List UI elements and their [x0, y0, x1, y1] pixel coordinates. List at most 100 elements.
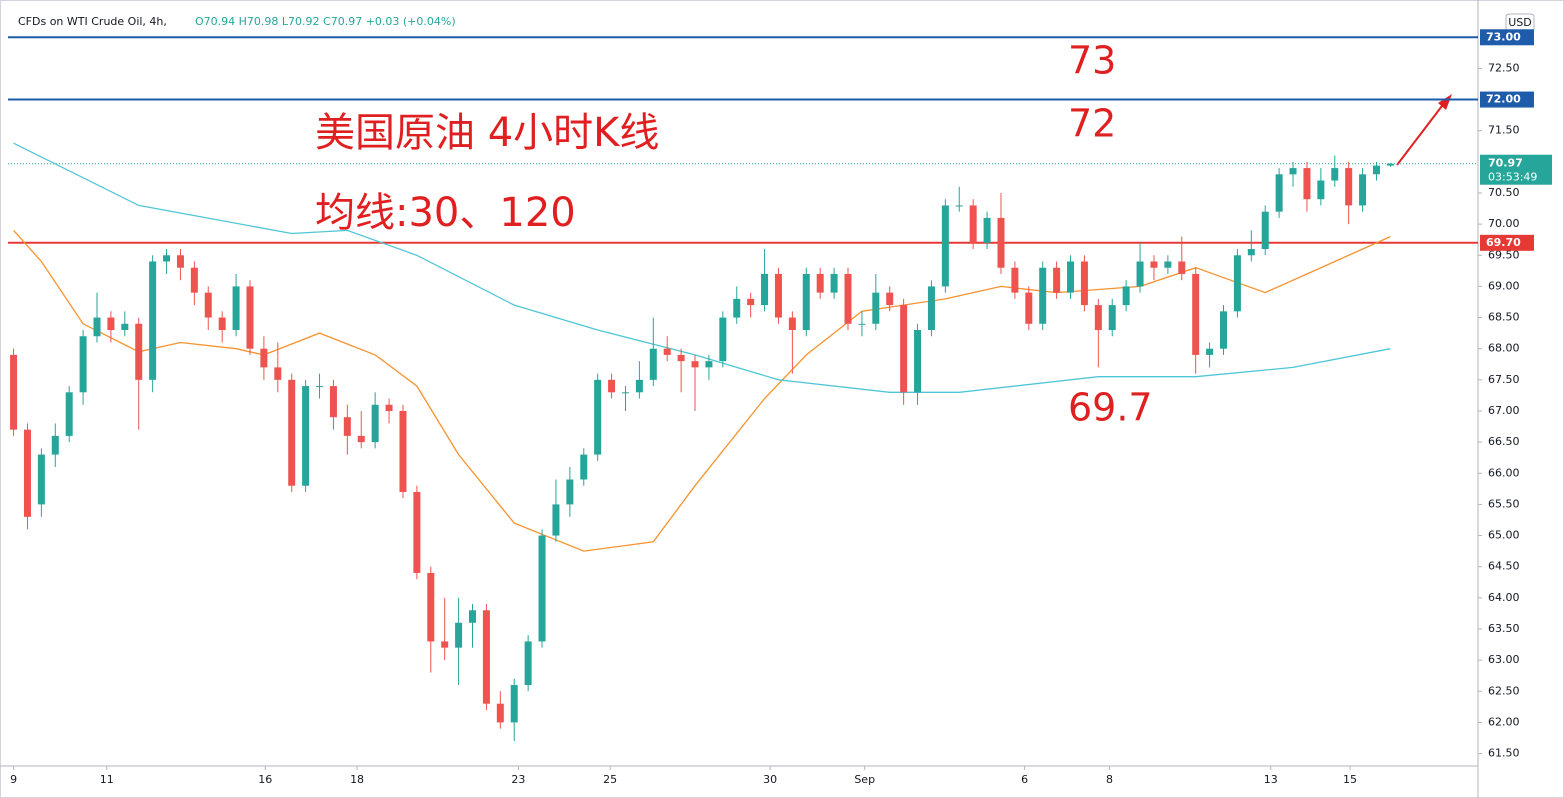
x-tick-label: 23: [511, 773, 525, 786]
y-tick-label: 64.00: [1488, 591, 1520, 604]
candle-body: [385, 404, 393, 411]
candle-body: [1108, 305, 1116, 331]
annotation: 73: [1068, 39, 1116, 83]
candle-body: [691, 361, 699, 368]
x-tick-label: 16: [258, 773, 272, 786]
y-tick-label: 65.50: [1488, 497, 1520, 510]
candle-body: [774, 273, 782, 318]
x-tick-label: 15: [1343, 773, 1357, 786]
candle-body: [190, 267, 198, 293]
moving-average: [13, 142, 1391, 393]
y-tick-label: 63.00: [1488, 653, 1520, 666]
candle-body: [1372, 165, 1380, 175]
candle-body: [23, 429, 31, 517]
y-tick-label: 67.50: [1488, 373, 1520, 386]
candle-body: [1094, 305, 1102, 331]
candle-body: [608, 379, 616, 393]
y-tick-label: 67.00: [1488, 404, 1520, 417]
y-tick-label: 65.00: [1488, 529, 1520, 542]
arrow-head: [1438, 94, 1452, 110]
candle-body: [802, 273, 810, 331]
y-tick-label: 69.50: [1488, 248, 1520, 261]
y-tick-label: 69.00: [1488, 279, 1520, 292]
candle-body: [469, 610, 477, 623]
candle-body: [997, 217, 1005, 268]
y-tick-label: 62.00: [1488, 715, 1520, 728]
level-badge: [1480, 91, 1534, 108]
x-tick-label: 9: [10, 773, 17, 786]
currency[interactable]: USD: [1508, 16, 1532, 29]
x-tick-label: 8: [1106, 773, 1113, 786]
candle-body: [1261, 211, 1269, 250]
candle-body: [733, 298, 741, 318]
candle-body: [941, 205, 949, 287]
candle-body: [594, 379, 602, 455]
level-label: 69.70: [1486, 236, 1521, 249]
candle-body: [149, 261, 157, 380]
candle-body: [635, 379, 643, 393]
candle-body: [1164, 261, 1172, 268]
y-tick-label: 68.00: [1488, 342, 1520, 355]
candle-body: [914, 330, 922, 393]
candle-body: [357, 435, 365, 443]
candle-body: [1039, 267, 1047, 324]
candle-body: [246, 286, 254, 349]
candle-body: [329, 386, 337, 418]
candle-body: [900, 305, 908, 393]
candle-body: [135, 323, 143, 380]
last-price-badge: [1480, 154, 1552, 185]
candle-body: [761, 273, 769, 306]
candle-body: [455, 622, 463, 648]
candle-body: [719, 317, 727, 362]
candle-body: [524, 641, 532, 686]
candle-body: [1359, 174, 1367, 206]
x-tick-label: 11: [100, 773, 114, 786]
candle-body: [1011, 267, 1019, 293]
x-tick-label: 6: [1021, 773, 1028, 786]
candle-body: [65, 392, 73, 436]
candle-body: [663, 348, 671, 355]
candle-body: [441, 641, 449, 648]
arrow: [1396, 101, 1446, 166]
candle-body: [621, 392, 629, 394]
candle-body: [232, 286, 240, 331]
symbol: CFDs on WTI Crude Oil, 4h,: [18, 15, 167, 28]
x-tick-label: 13: [1264, 773, 1278, 786]
candle-body: [1122, 286, 1130, 306]
y-tick-label: 70.50: [1488, 186, 1520, 199]
countdown: 03:53:49: [1488, 171, 1537, 184]
y-tick-label: 61.50: [1488, 747, 1520, 760]
y-tick-label: 62.50: [1488, 684, 1520, 697]
candle-body: [872, 292, 880, 324]
candle-body: [413, 491, 421, 573]
candle-body: [371, 404, 379, 443]
y-tick-label: 63.50: [1488, 622, 1520, 635]
candle-body: [858, 323, 866, 325]
candle-body: [1247, 249, 1255, 256]
candle-body: [496, 703, 504, 723]
candle-body: [1303, 168, 1311, 200]
level-badge: [1480, 29, 1534, 46]
candle-body: [51, 435, 59, 455]
candle-body: [927, 286, 935, 331]
candle-body: [566, 479, 574, 505]
candle-body: [580, 454, 588, 480]
candle-body: [1219, 311, 1227, 349]
candle-body: [343, 417, 351, 436]
annotation: 69.7: [1068, 386, 1153, 430]
candle-body: [747, 298, 755, 306]
candle-body: [93, 317, 101, 337]
candle-body: [316, 386, 324, 388]
candle-body: [983, 217, 991, 243]
y-tick-label: 66.50: [1488, 435, 1520, 448]
annotation: 美国原油 4小时K线: [315, 110, 659, 156]
y-tick-label: 70.00: [1488, 217, 1520, 230]
candle-body: [288, 379, 296, 486]
candle-body: [1067, 261, 1075, 293]
level-label: 72.00: [1486, 93, 1521, 106]
candle-body: [1345, 168, 1353, 206]
candle-body: [204, 292, 212, 318]
candle-body: [1080, 261, 1088, 306]
x-tick-label: 30: [763, 773, 777, 786]
